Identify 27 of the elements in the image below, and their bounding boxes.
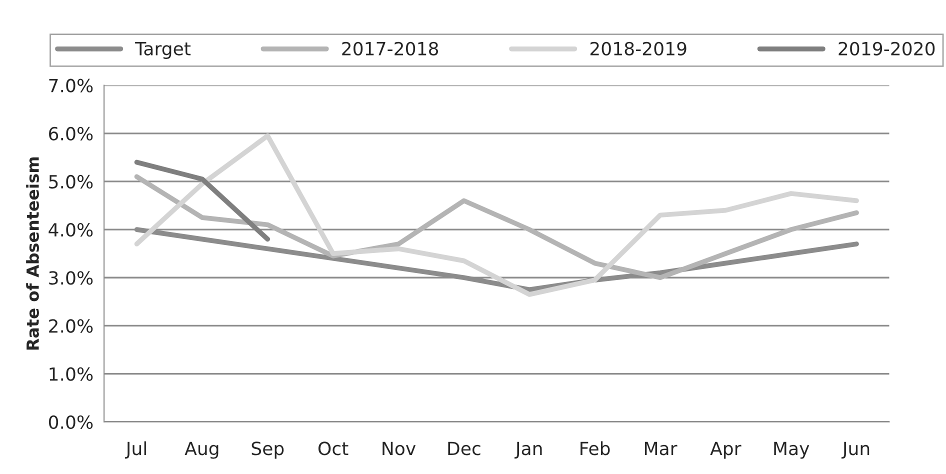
x-tick-label: Mar xyxy=(644,442,678,456)
legend-label: 2017-2018 xyxy=(342,42,438,56)
x-tick-label: Jan xyxy=(514,442,542,459)
x-tick-label: Nov xyxy=(382,442,416,456)
x-tick-label: Aug xyxy=(184,442,218,459)
y-tick-label: 5.0% xyxy=(49,174,93,189)
line-series xyxy=(134,133,859,297)
x-tick-label: Feb xyxy=(580,441,610,456)
x-tick-label: Sep xyxy=(252,442,284,459)
legend-label: Target xyxy=(135,42,191,59)
y-tick-label: 3.0% xyxy=(49,271,93,285)
x-tick-label: Jun xyxy=(841,442,870,459)
legend-label: 2018-2019 xyxy=(590,42,686,56)
y-tick-label: 2.0% xyxy=(49,319,93,333)
y-tick-label: 4.0% xyxy=(48,223,93,237)
x-tick-label: Jul xyxy=(124,441,146,459)
y-tick-label: 6.0% xyxy=(49,126,93,141)
x-tick-label: Apr xyxy=(710,442,742,459)
x-tick-label: Oct xyxy=(318,442,348,456)
legend-label: 2019-2020 xyxy=(838,42,935,56)
line-series xyxy=(134,174,859,280)
x-tick-label: Dec xyxy=(448,442,480,456)
y-tick-label: 0.0% xyxy=(48,415,93,429)
y-tick-label: 7.0% xyxy=(49,78,93,92)
x-tick-label: May xyxy=(774,442,810,459)
y-tick-label: 1.0% xyxy=(50,367,93,381)
y-axis-title: Rate of Absenteeism xyxy=(26,157,39,350)
